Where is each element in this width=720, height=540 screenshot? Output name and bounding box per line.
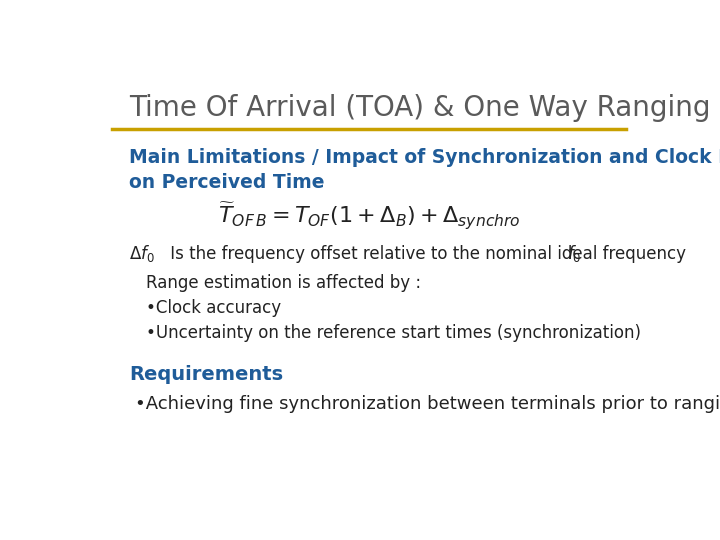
Text: Time Of Arrival (TOA) & One Way Ranging (OWR): Time Of Arrival (TOA) & One Way Ranging … [129,94,720,122]
Text: Is the frequency offset relative to the nominal ideal frequency: Is the frequency offset relative to the … [166,245,697,263]
Text: Main Limitations / Impact of Synchronization and Clock Drifts
on Perceived Time: Main Limitations / Impact of Synchroniza… [129,148,720,192]
Text: •Uncertainty on the reference start times (synchronization): •Uncertainty on the reference start time… [145,324,641,342]
Text: •Clock accuracy: •Clock accuracy [145,299,281,317]
Text: Requirements: Requirements [129,365,283,384]
Text: •Achieving fine synchronization between terminals prior to ranging: •Achieving fine synchronization between … [135,395,720,413]
Text: $f_0$: $f_0$ [567,244,582,265]
Text: Range estimation is affected by :: Range estimation is affected by : [145,274,421,292]
Text: $\Delta f_0$: $\Delta f_0$ [129,244,155,265]
Text: $\widetilde{T}_{OF\,B} = T_{OF}\left(1+\Delta_{B}\right)+\Delta_{synchro}$: $\widetilde{T}_{OF\,B} = T_{OF}\left(1+\… [217,201,521,232]
